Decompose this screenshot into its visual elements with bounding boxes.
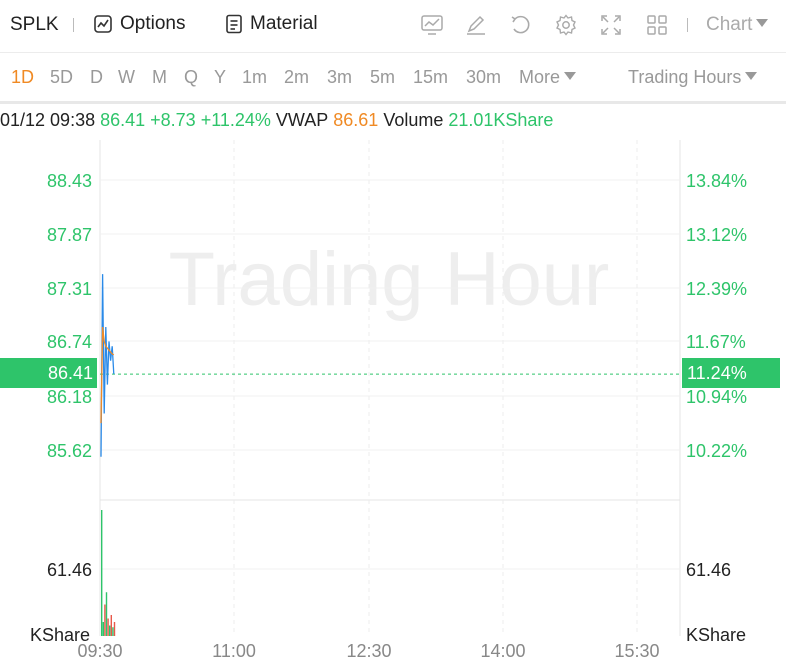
period-5m[interactable]: 5m (370, 67, 396, 87)
pct-tick-right: 10.22% (686, 441, 747, 461)
volume-bar (105, 592, 108, 636)
quote-change: +8.73 (150, 110, 196, 130)
pct-tick-right: 12.39% (686, 279, 747, 299)
options-chart-icon (94, 15, 112, 33)
chart-grid (99, 140, 681, 636)
volume-bar (112, 627, 114, 636)
divider (73, 18, 74, 32)
period-2m[interactable]: 2m (284, 67, 310, 87)
time-tick: 09:30 (77, 641, 122, 661)
divider (687, 18, 688, 32)
period-day[interactable]: D (90, 67, 103, 87)
options-button[interactable]: Options (93, 13, 185, 35)
pct-tick-right: 13.12% (686, 225, 747, 245)
pct-tick-right: 10.94% (686, 387, 747, 407)
chart-watermark: Trading Hour (169, 237, 610, 322)
period-month[interactable]: M (152, 67, 167, 87)
trading-hours-label: Trading Hours (628, 67, 742, 87)
price-tick-left: 86.18 (47, 387, 92, 407)
volume-bar (101, 510, 103, 636)
caret-down-icon (745, 72, 758, 81)
layout-grid-icon[interactable] (644, 12, 670, 38)
time-tick: 14:00 (480, 641, 525, 661)
caret-down-icon (564, 72, 577, 81)
period-15m[interactable]: 15m (413, 67, 449, 87)
price-series-line (100, 274, 115, 457)
settings-gear-icon[interactable] (553, 12, 579, 38)
period-week[interactable]: W (118, 67, 135, 87)
current-price-tag: 86.41 (0, 358, 97, 388)
period-30m[interactable]: 30m (466, 67, 502, 87)
price-tick-left: 87.31 (47, 279, 92, 299)
material-label: Material (250, 13, 318, 34)
period-3m[interactable]: 3m (327, 67, 353, 87)
price-tick-left: 88.43 (47, 171, 92, 191)
options-label: Options (120, 13, 186, 34)
volume-label: Volume (383, 110, 444, 130)
fullscreen-icon[interactable] (598, 12, 624, 38)
volume-unit-left: KShare (30, 625, 90, 645)
volume-bar (102, 622, 104, 636)
chart-type-label: Chart (706, 14, 753, 35)
volume-bar (107, 618, 109, 636)
period-1d[interactable]: 1D (11, 67, 35, 87)
symbol-title: SPLK (10, 14, 59, 35)
volume-bar (109, 625, 111, 636)
price-tick-left: 86.74 (47, 332, 92, 352)
period-quarter[interactable]: Q (184, 67, 199, 87)
chart-type-dropdown[interactable]: Chart (706, 14, 769, 36)
trading-hours-dropdown[interactable]: Trading Hours (628, 67, 758, 88)
quote-datetime: 01/12 09:38 (0, 110, 96, 130)
volume-bar (113, 622, 116, 636)
top-toolbar: SPLK Options Material Chart (0, 0, 786, 53)
caret-down-icon (756, 18, 769, 27)
current-pct-tag: 11.24% (682, 358, 780, 388)
chart-indicator-icon[interactable] (419, 12, 445, 38)
quote-change-pct: +11.24% (200, 110, 271, 130)
period-1m[interactable]: 1m (242, 67, 268, 87)
more-label: More (519, 67, 561, 87)
time-tick: 11:00 (212, 641, 256, 661)
vwap-value: 86.61 (333, 110, 379, 130)
time-tick: 12:30 (346, 641, 391, 661)
volume-tick-left: 61.46 (47, 560, 92, 580)
price-lines (100, 274, 115, 457)
intraday-chart[interactable]: Trading Hour 88.43 87.87 87.31 86.74 86.18 85… (0, 140, 786, 666)
quote-price: 86.41 (100, 110, 146, 130)
volume-value: 21.01KShare (448, 110, 554, 130)
volume-tick-right: 61.46 (686, 560, 731, 580)
refresh-icon[interactable] (508, 12, 534, 38)
vwap-label: VWAP (275, 110, 329, 130)
material-button[interactable]: Material (225, 13, 318, 35)
vwap-series-line (100, 326, 115, 424)
quote-info-bar: 01/12 09:38 86.41 +8.73 +11.24% VWAP 86.61 Vol… (0, 110, 558, 134)
pct-tick-right: 11.67% (686, 332, 746, 352)
volume-bar (110, 615, 112, 636)
draw-pen-icon[interactable] (463, 12, 489, 38)
period-year[interactable]: Y (214, 67, 227, 87)
volume-unit-right: KShare (686, 625, 746, 645)
period-bar: 1D 5D D W M Q Y 1m 2m 3m 5m 15m 30m More… (0, 53, 786, 104)
axis-labels: 88.43 87.87 87.31 86.74 86.18 85.62 13.84% 13.1… (30, 171, 747, 661)
price-tick-left: 85.62 (47, 441, 92, 461)
volume-bar (104, 604, 106, 636)
document-icon (226, 14, 242, 34)
volume-bars (101, 510, 116, 636)
period-5d[interactable]: 5D (50, 67, 74, 87)
time-tick: 15:30 (614, 641, 659, 661)
more-periods-dropdown[interactable]: More (519, 67, 577, 88)
price-tick-left: 87.87 (47, 225, 92, 245)
pct-tick-right: 13.84% (686, 171, 747, 191)
